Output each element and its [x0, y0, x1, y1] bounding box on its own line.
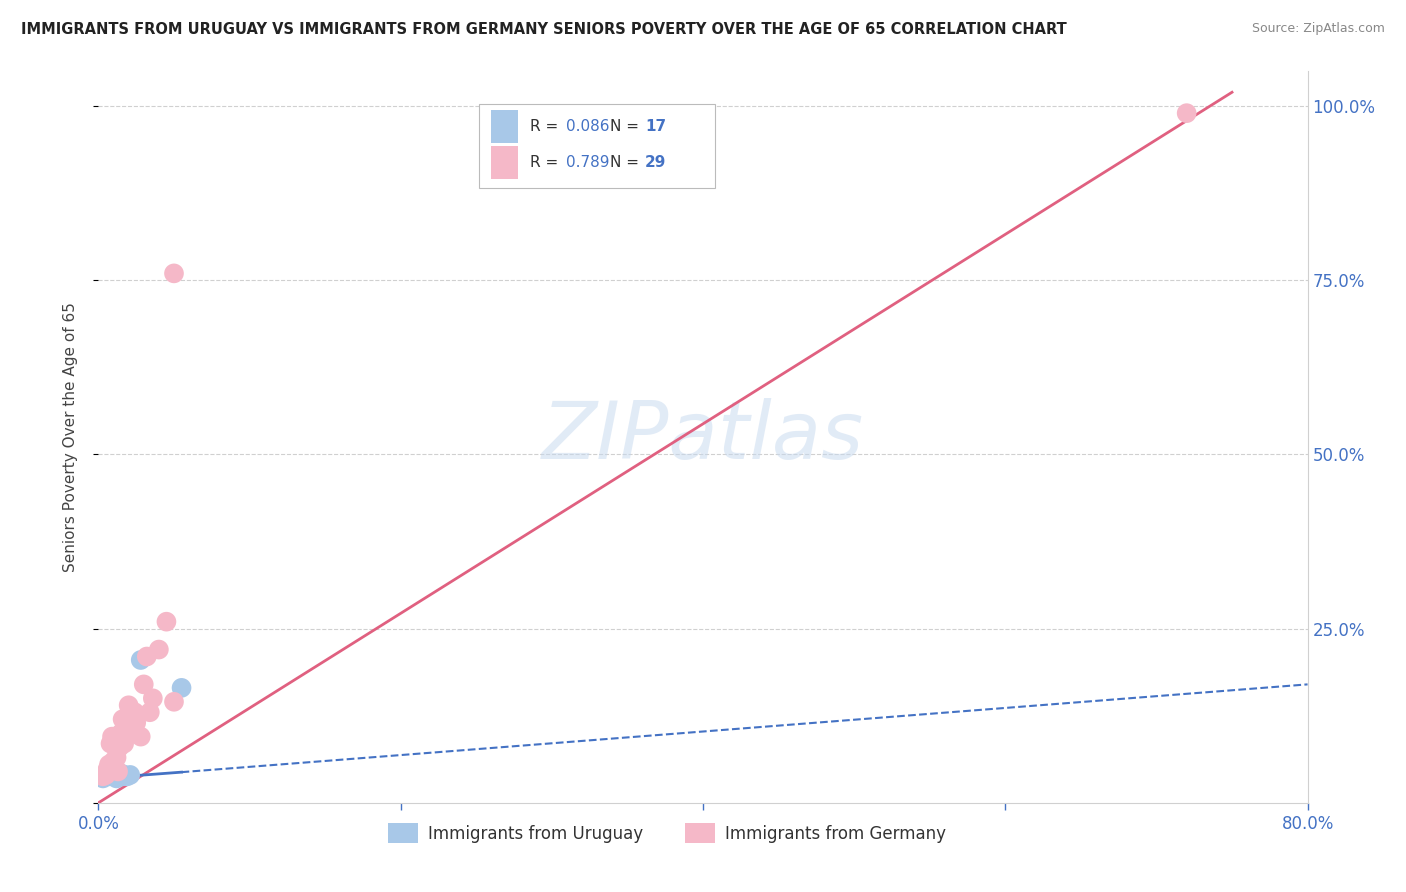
Point — [105, 772, 128, 786]
FancyBboxPatch shape — [479, 104, 716, 188]
Point — [170, 681, 193, 695]
Legend: Immigrants from Uruguay, Immigrants from Germany: Immigrants from Uruguay, Immigrants from… — [381, 817, 952, 849]
Text: 0.789: 0.789 — [567, 155, 610, 170]
Point — [115, 769, 138, 783]
Point — [100, 737, 122, 751]
Text: R =: R = — [530, 155, 564, 170]
Point — [96, 763, 118, 777]
Point — [101, 730, 124, 744]
Text: 29: 29 — [645, 155, 666, 170]
Point — [104, 769, 127, 783]
Point — [108, 740, 131, 755]
FancyBboxPatch shape — [492, 146, 517, 179]
Point — [107, 768, 129, 782]
Point — [142, 691, 165, 706]
Point — [129, 730, 152, 744]
Point — [129, 653, 152, 667]
Point — [135, 649, 157, 664]
Point — [124, 705, 146, 719]
Text: Source: ZipAtlas.com: Source: ZipAtlas.com — [1251, 22, 1385, 36]
Text: IMMIGRANTS FROM URUGUAY VS IMMIGRANTS FROM GERMANY SENIORS POVERTY OVER THE AGE : IMMIGRANTS FROM URUGUAY VS IMMIGRANTS FR… — [21, 22, 1067, 37]
Text: 0.086: 0.086 — [567, 119, 610, 134]
Point — [115, 712, 138, 726]
Point — [91, 769, 114, 783]
Point — [103, 768, 125, 782]
Point — [98, 769, 121, 783]
Text: 17: 17 — [645, 119, 666, 134]
Point — [163, 266, 186, 280]
Point — [155, 615, 177, 629]
Point — [100, 766, 122, 780]
Text: ZIPatlas: ZIPatlas — [541, 398, 865, 476]
Point — [94, 768, 117, 782]
Point — [111, 712, 134, 726]
Point — [112, 737, 135, 751]
Point — [107, 764, 129, 779]
Point — [108, 769, 131, 783]
Point — [118, 698, 141, 713]
Point — [1175, 106, 1198, 120]
Point — [114, 730, 136, 744]
Point — [110, 766, 132, 780]
Text: R =: R = — [530, 119, 564, 134]
Point — [139, 705, 162, 719]
Point — [120, 768, 142, 782]
Point — [94, 768, 117, 782]
Text: N =: N = — [610, 155, 644, 170]
Point — [98, 757, 121, 772]
Point — [105, 750, 128, 764]
Y-axis label: Seniors Poverty Over the Age of 65: Seniors Poverty Over the Age of 65 — [63, 302, 77, 572]
Point — [148, 642, 170, 657]
Point — [132, 677, 155, 691]
Point — [101, 769, 124, 783]
Text: N =: N = — [610, 119, 644, 134]
Point — [103, 754, 125, 768]
Point — [121, 726, 143, 740]
Point — [104, 730, 127, 744]
FancyBboxPatch shape — [492, 110, 517, 143]
Point — [111, 769, 134, 783]
Point — [91, 772, 114, 786]
Point — [112, 768, 135, 782]
Point — [163, 695, 186, 709]
Point — [125, 715, 148, 730]
Point — [110, 726, 132, 740]
